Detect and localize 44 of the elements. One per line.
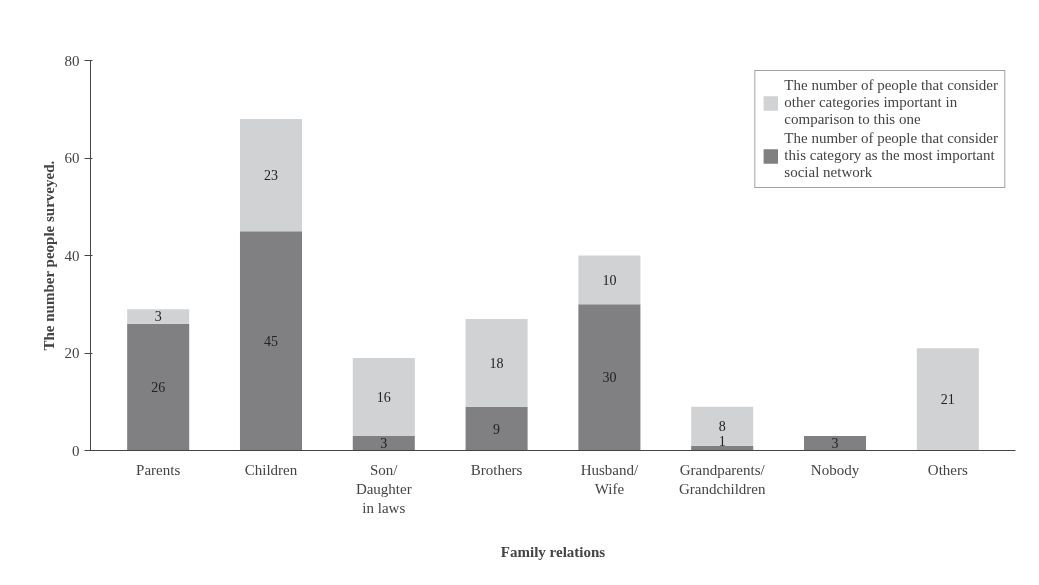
y-tick-label: 80 xyxy=(64,52,80,69)
data-label: 26 xyxy=(151,380,166,396)
legend-label: The number of people that consider this category as the most important social network xyxy=(784,130,998,181)
y-tick-label: 60 xyxy=(64,150,80,166)
data-label: 3 xyxy=(831,436,839,452)
y-tick-label: 40 xyxy=(64,247,80,264)
data-label: 3 xyxy=(154,309,162,325)
data-label: 16 xyxy=(376,389,391,405)
bar xyxy=(803,435,867,451)
bar xyxy=(691,406,754,446)
data-label: 23 xyxy=(263,168,278,184)
x-tick-label: Others xyxy=(927,461,968,478)
data-label: 8 xyxy=(718,419,726,435)
data-label: 10 xyxy=(602,272,617,288)
y-tick-label: 20 xyxy=(64,345,80,361)
x-tick-label: Parents xyxy=(136,461,181,478)
data-label: 30 xyxy=(602,370,617,386)
x-tick-label: Grandparents/ Grandchildren xyxy=(678,461,767,497)
x-axis-title: Family relations xyxy=(500,543,606,560)
bar xyxy=(465,318,528,407)
x-tick-label: Brothers xyxy=(470,461,523,478)
data-label: 1 xyxy=(718,433,726,449)
data-label: 3 xyxy=(380,436,388,452)
bar xyxy=(465,406,528,451)
data-label: 9 xyxy=(493,421,501,437)
x-tick-label: Husband/ Wife xyxy=(580,461,639,497)
y-axis-title: The number people surveyed. xyxy=(40,160,57,351)
x-tick-label: Son/ Daughter in laws xyxy=(355,461,412,516)
bar xyxy=(352,357,415,436)
bar xyxy=(239,231,303,451)
bar xyxy=(127,323,190,451)
legend-label: The number of people that consider other categories important in comparison to this one xyxy=(784,77,998,128)
bar xyxy=(239,119,303,232)
data-label: 18 xyxy=(489,355,504,371)
data-label: 21 xyxy=(940,392,955,408)
bar xyxy=(352,435,415,451)
x-tick-label: Nobody xyxy=(810,461,860,478)
bar xyxy=(127,309,190,324)
bar xyxy=(578,255,641,305)
bar xyxy=(916,348,979,451)
y-tick-label: 0 xyxy=(72,442,80,459)
data-label: 45 xyxy=(263,333,278,349)
bar xyxy=(578,304,641,451)
x-tick-label: Children xyxy=(244,461,298,478)
